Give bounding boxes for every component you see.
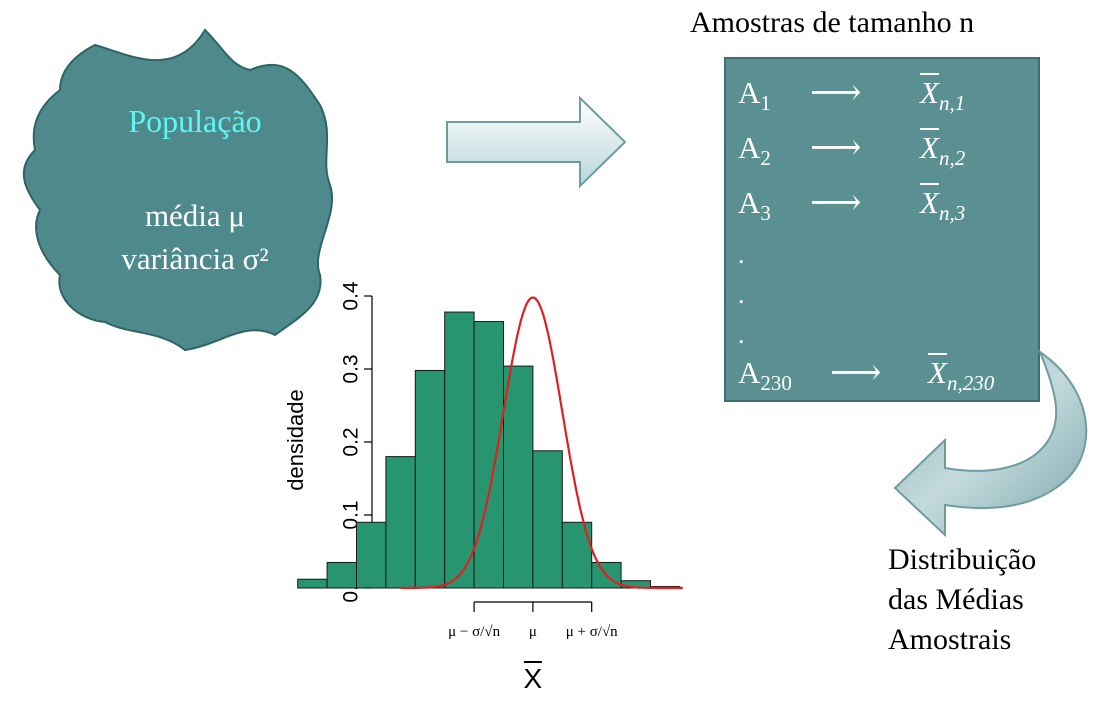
ellipsis-dot: .: [738, 240, 745, 269]
sample-label: A3: [738, 185, 771, 225]
y-tick-label: 0.2: [340, 427, 363, 456]
histogram-bar: [356, 521, 387, 589]
x-tick-label: μ: [529, 624, 537, 640]
curved-arrow-icon: [893, 349, 1088, 538]
histogram-bar: [532, 450, 563, 589]
samples-box: [724, 57, 1040, 402]
histogram-bar: [473, 321, 505, 589]
sample-label: A2: [738, 130, 771, 170]
histogram-bar: [561, 521, 593, 589]
histogram-bar: [326, 561, 358, 589]
maps-to-arrow-icon: ⟶: [810, 127, 862, 167]
sample-mean: Xn,230: [928, 355, 995, 395]
sample-label: A230: [738, 355, 792, 395]
sample-mean: Xn,1: [920, 75, 966, 115]
x-axis-label: X: [524, 663, 543, 694]
population-title: População: [128, 103, 262, 139]
ellipsis-dot: .: [738, 280, 745, 309]
sample-row: A230 ⟶ Xn,230: [738, 352, 1038, 399]
maps-to-arrow-icon: ⟶: [830, 352, 882, 392]
histogram-bar: [414, 369, 446, 589]
y-tick-label: 0.3: [340, 354, 363, 383]
histogram-bar: [503, 365, 534, 589]
ellipsis-dot: .: [738, 320, 745, 349]
sample-row: A1 ⟶ Xn,1: [738, 72, 1038, 119]
histogram-bar: [444, 311, 475, 589]
sample-label: A1: [738, 75, 771, 115]
sample-mean: Xn,3: [920, 185, 966, 225]
histogram-bar: [297, 578, 328, 589]
population-variance: variância σ²: [121, 241, 269, 276]
distribution-label: Distribuição das Médias Amostrais: [888, 543, 1037, 656]
sample-row: A3 ⟶ Xn,3: [738, 182, 1038, 229]
sample-row: A2 ⟶ Xn,2: [738, 127, 1038, 174]
population-blob: [22, 28, 333, 352]
normal-density-curve: [400, 296, 683, 590]
maps-to-arrow-icon: ⟶: [810, 182, 862, 222]
y-tick-label: 0.4: [340, 281, 363, 311]
maps-to-arrow-icon: ⟶: [810, 72, 862, 112]
x-tick-label: μ − σ/√n: [448, 624, 500, 640]
x-tick-label: μ + σ/√n: [566, 624, 618, 640]
population-mean: média μ: [144, 198, 246, 233]
sample-mean: Xn,2: [920, 130, 966, 170]
right-arrow-icon: [446, 95, 627, 189]
y-axis-label: densidade: [283, 389, 308, 491]
histogram-bar: [385, 456, 416, 589]
samples-title: Amostras de tamanho n: [690, 6, 975, 39]
